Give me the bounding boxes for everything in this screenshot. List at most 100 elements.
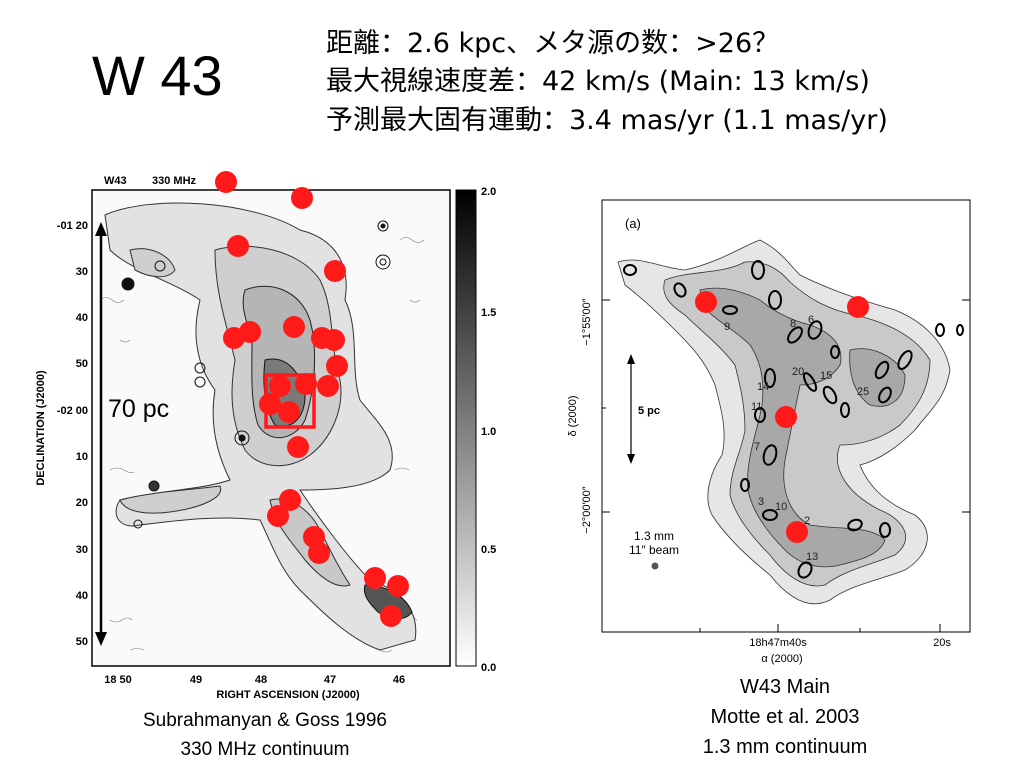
- right-caption-line-1: W43 Main: [739, 676, 831, 698]
- right-map-source-numbers: 9 8 6 14 20 15 25 11 7 3 10 2 13: [724, 314, 869, 563]
- left-map-header-freq: 330 MHz: [152, 175, 197, 187]
- maser-marker: [308, 542, 330, 564]
- maser-marker: [283, 316, 305, 338]
- left-map-dec-ticks: -01 20 30 40 50 -02 00 10 20 30 40 50: [57, 220, 88, 648]
- source-number: 25: [857, 386, 869, 398]
- left-map-scale-arrow: [95, 222, 107, 646]
- dec-tick: -01 20: [57, 220, 88, 232]
- right-caption-line-2: Motte et al. 2003: [710, 706, 860, 728]
- left-map-header-label: W43: [104, 175, 127, 187]
- maser-marker: [295, 373, 317, 395]
- left-map-compact-sources: [121, 220, 391, 529]
- left-map-colorbar-ticks: 2.0 1.5 1.0 0.5 0.0: [481, 186, 496, 674]
- right-map-maser-markers: [695, 291, 869, 543]
- right-map-ra-labels: 18h47m40s 20s α (2000): [749, 637, 951, 665]
- left-map-colorbar: [455, 189, 477, 667]
- maser-marker: [323, 329, 345, 351]
- source-number: 9: [724, 321, 730, 333]
- right-map-dec-labels: −1°55′00″ δ (2000) −2°00′00″: [567, 298, 593, 533]
- right-map-panel-label: (a): [625, 216, 641, 231]
- left-map-caption: Subrahmanyan & Goss 1996 330 MHz continu…: [95, 706, 435, 765]
- source-number: 14: [757, 381, 769, 393]
- source-number: 13: [806, 551, 818, 563]
- maser-marker: [695, 291, 717, 313]
- beam-label-line-2: 11″ beam: [629, 543, 679, 557]
- right-map-frame-ticks: [602, 299, 970, 632]
- beam-label-line-1: 1.3 mm: [634, 529, 674, 543]
- source-number: 6: [808, 314, 814, 326]
- colorbar-tick: 1.0: [481, 426, 496, 438]
- right-map-scale-label: 5 pc: [638, 405, 660, 417]
- source-number: 8: [790, 318, 796, 330]
- ra-tick: 49: [190, 674, 202, 686]
- dec-tick: 30: [76, 266, 88, 278]
- dec-tick: 50: [76, 636, 88, 648]
- dec-tick: -02 00: [57, 405, 88, 417]
- right-map-scale-arrow: [627, 354, 635, 464]
- dec-axis-title: δ (2000): [567, 396, 579, 437]
- source-number: 10: [775, 501, 787, 513]
- colorbar-tick: 0.5: [481, 544, 496, 556]
- colorbar-tick: 0.0: [481, 662, 496, 674]
- slide-title: W 43: [92, 44, 223, 107]
- dec-tick: 40: [76, 590, 88, 602]
- left-map-maser-markers: [215, 171, 409, 627]
- source-number: 11: [751, 401, 762, 413]
- source-number: 20: [792, 366, 804, 378]
- source-number: 2: [804, 515, 810, 527]
- info-line-proper-motion: 予測最大固有運動：3.4 mas/yr (1.1 mas/yr): [326, 105, 888, 136]
- maser-marker: [326, 355, 348, 377]
- ra-tick: 18 50: [104, 674, 132, 686]
- colorbar-tick: 1.5: [481, 307, 496, 319]
- maser-marker: [387, 575, 409, 597]
- beam-ellipse: [651, 562, 659, 570]
- maser-marker: [259, 393, 281, 415]
- left-map-ra-ticks: 18 50 49 48 47 46: [104, 674, 405, 686]
- maser-marker: [317, 375, 339, 397]
- right-map-cores: [623, 260, 964, 579]
- maser-marker: [380, 605, 402, 627]
- maser-marker: [775, 406, 797, 428]
- ra-label-main: 18h47m40s: [749, 637, 807, 649]
- maser-marker: [227, 235, 249, 257]
- dec-tick: 20: [76, 497, 88, 509]
- dec-tick: 50: [76, 358, 88, 370]
- left-map-xlabel: RIGHT ASCENSION (J2000): [216, 689, 360, 701]
- maser-marker: [267, 505, 289, 527]
- maser-marker: [279, 489, 301, 511]
- source-number: 7: [754, 441, 760, 453]
- maser-marker: [324, 260, 346, 282]
- ra-tick: 47: [324, 674, 336, 686]
- ra-tick: 46: [393, 674, 405, 686]
- maser-marker: [786, 521, 808, 543]
- maser-marker: [215, 171, 237, 193]
- maser-marker: [269, 375, 291, 397]
- dec-label-bottom: −2°00′00″: [581, 486, 593, 533]
- maser-marker: [287, 436, 309, 458]
- right-caption-line-3: 1.3 mm continuum: [702, 736, 868, 758]
- colorbar-tick: 2.0: [481, 186, 496, 198]
- left-caption-line-2: 330 MHz continuum: [180, 739, 350, 761]
- source-number: 3: [758, 496, 764, 508]
- maser-marker: [847, 296, 869, 318]
- ra-label-right: 20s: [933, 637, 951, 649]
- maser-marker: [223, 327, 245, 349]
- source-number: 15: [820, 370, 832, 382]
- right-map-caption: W43 Main Motte et al. 2003 1.3 mm contin…: [640, 672, 930, 762]
- maser-marker: [291, 187, 313, 209]
- dec-label-top: −1°55′00″: [581, 298, 593, 345]
- maser-marker: [364, 567, 386, 589]
- maser-marker: [278, 401, 300, 423]
- dec-tick: 30: [76, 544, 88, 556]
- dec-tick: 40: [76, 312, 88, 324]
- left-map-ylabel: DECLINATION (J2000): [35, 370, 47, 486]
- info-line-distance: 距離：2.6 kpc、メタ源の数：>26？: [326, 28, 780, 59]
- dec-tick: 10: [76, 451, 88, 463]
- ra-axis-title: α (2000): [761, 653, 802, 665]
- ra-tick: 48: [255, 674, 267, 686]
- left-caption-line-1: Subrahmanyan & Goss 1996: [143, 710, 387, 731]
- left-map-scale-label: 70 pc: [108, 395, 170, 423]
- info-line-velocity: 最大視線速度差：42 km/s (Main: 13 km/s): [326, 66, 870, 97]
